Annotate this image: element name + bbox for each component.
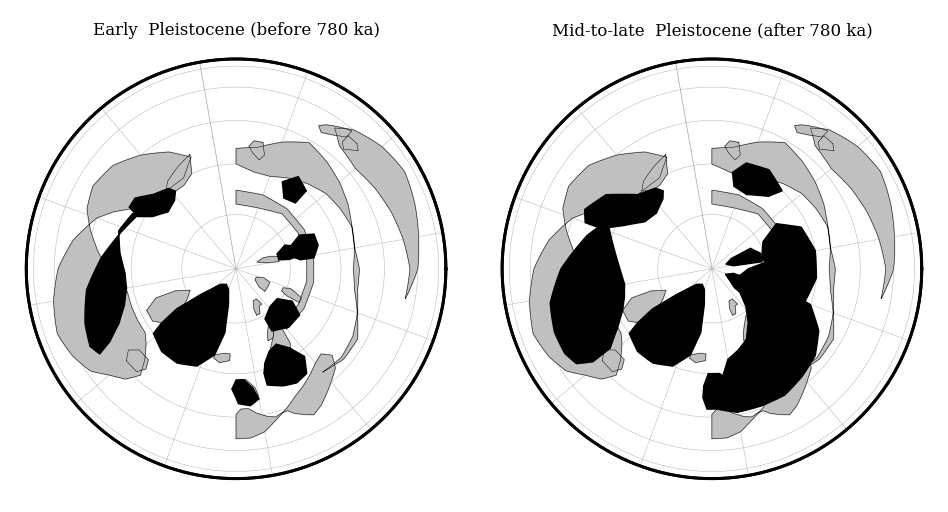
Polygon shape <box>249 141 264 160</box>
Polygon shape <box>739 321 768 380</box>
Polygon shape <box>702 373 734 409</box>
Polygon shape <box>530 152 666 379</box>
Polygon shape <box>154 284 228 366</box>
Polygon shape <box>253 299 262 315</box>
Polygon shape <box>236 142 359 372</box>
Polygon shape <box>712 389 723 398</box>
Polygon shape <box>277 245 300 260</box>
Polygon shape <box>629 284 704 366</box>
Polygon shape <box>725 141 740 160</box>
Polygon shape <box>712 190 790 329</box>
Polygon shape <box>283 177 306 203</box>
Polygon shape <box>342 136 358 151</box>
Polygon shape <box>818 136 834 151</box>
Polygon shape <box>690 353 706 362</box>
Polygon shape <box>265 298 300 331</box>
Polygon shape <box>585 188 664 229</box>
Polygon shape <box>712 379 735 403</box>
Polygon shape <box>733 257 755 263</box>
Polygon shape <box>712 142 835 372</box>
Title: Early  Pleistocene (before 780 ka): Early Pleistocene (before 780 ka) <box>93 22 379 39</box>
Polygon shape <box>761 224 816 303</box>
Polygon shape <box>729 299 738 315</box>
Polygon shape <box>502 59 921 479</box>
Polygon shape <box>255 277 270 291</box>
Polygon shape <box>638 288 702 364</box>
Polygon shape <box>725 273 751 297</box>
Polygon shape <box>27 59 446 479</box>
Polygon shape <box>147 290 190 324</box>
Polygon shape <box>319 125 352 137</box>
Polygon shape <box>264 344 307 386</box>
Polygon shape <box>85 213 139 354</box>
Polygon shape <box>236 190 314 329</box>
Polygon shape <box>717 281 819 412</box>
Polygon shape <box>550 205 636 364</box>
Polygon shape <box>236 389 247 398</box>
Polygon shape <box>282 288 301 303</box>
Polygon shape <box>290 234 319 260</box>
Polygon shape <box>54 152 191 379</box>
Polygon shape <box>726 248 762 266</box>
Polygon shape <box>602 350 624 372</box>
Polygon shape <box>733 163 782 196</box>
Polygon shape <box>811 128 895 298</box>
Polygon shape <box>257 257 279 263</box>
Polygon shape <box>335 128 419 298</box>
Polygon shape <box>126 350 149 372</box>
Polygon shape <box>794 125 828 137</box>
Polygon shape <box>236 379 259 403</box>
Polygon shape <box>264 321 292 380</box>
Polygon shape <box>731 277 746 291</box>
Polygon shape <box>232 380 259 406</box>
Polygon shape <box>757 288 777 303</box>
Polygon shape <box>162 288 228 364</box>
Title: Mid-to-late  Pleistocene (after 780 ka): Mid-to-late Pleistocene (after 780 ka) <box>552 22 872 39</box>
Polygon shape <box>623 290 665 324</box>
Polygon shape <box>743 315 754 340</box>
Polygon shape <box>642 155 667 191</box>
Polygon shape <box>129 188 175 217</box>
Polygon shape <box>166 155 191 191</box>
Polygon shape <box>712 354 811 439</box>
Polygon shape <box>214 353 230 362</box>
Polygon shape <box>236 354 336 439</box>
Polygon shape <box>267 315 278 340</box>
Polygon shape <box>740 261 795 315</box>
